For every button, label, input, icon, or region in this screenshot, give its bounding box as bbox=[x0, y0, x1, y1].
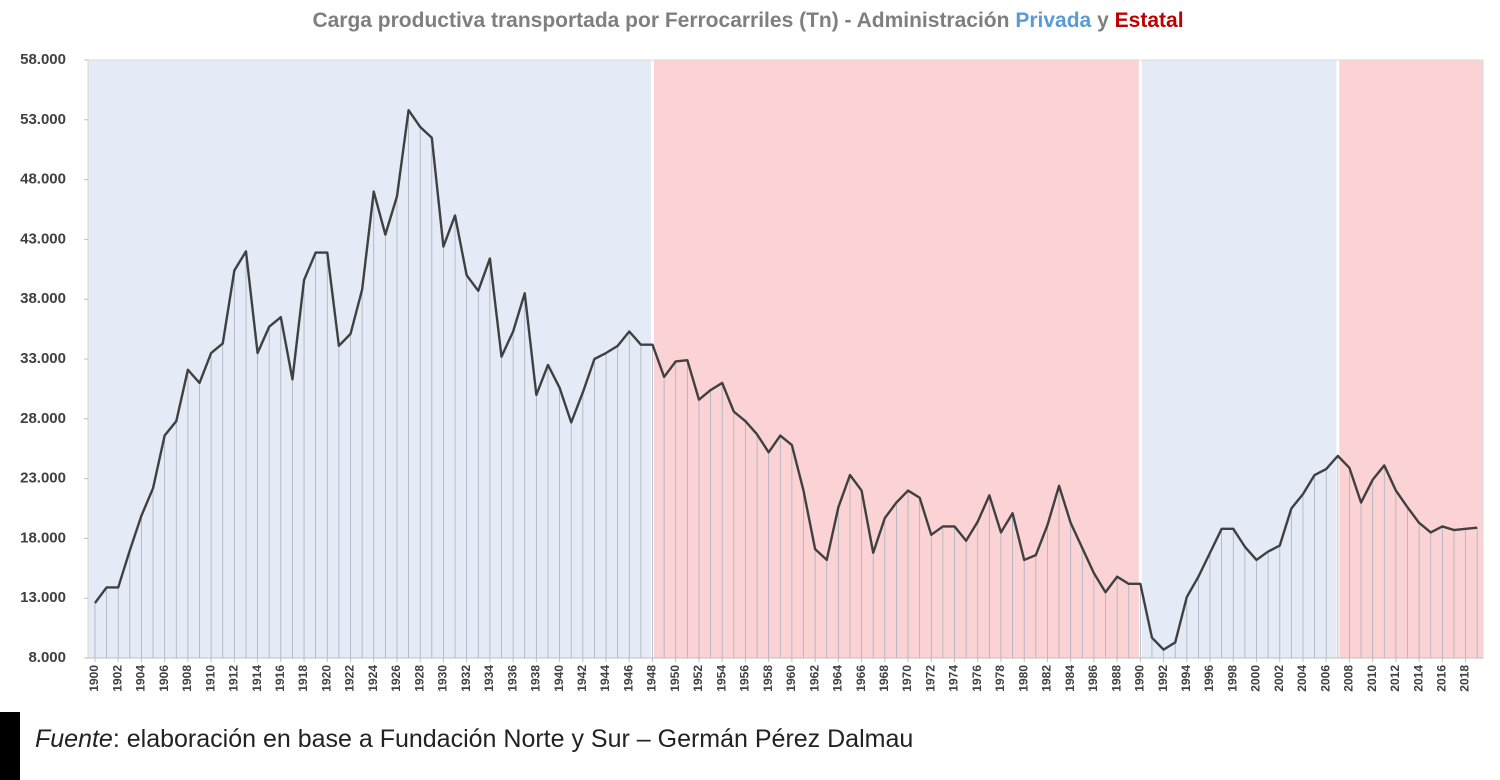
region bbox=[88, 60, 653, 658]
x-tick-label: 1902 bbox=[110, 665, 124, 692]
x-tick-label: 1964 bbox=[831, 665, 845, 692]
x-tick-label: 2010 bbox=[1365, 665, 1379, 692]
x-tick-label: 1996 bbox=[1202, 665, 1216, 692]
x-tick-label: 1948 bbox=[645, 665, 659, 692]
x-tick-label: 1916 bbox=[273, 665, 287, 692]
x-tick-label: 1950 bbox=[668, 665, 682, 692]
x-tick-label: 1930 bbox=[436, 665, 450, 692]
x-tick-label: 1968 bbox=[877, 665, 891, 692]
x-tick-label: 1988 bbox=[1109, 665, 1123, 692]
x-tick-label: 1914 bbox=[250, 665, 264, 692]
x-tick-label: 1904 bbox=[134, 665, 148, 692]
x-tick-label: 1900 bbox=[87, 665, 101, 692]
x-tick-label: 1982 bbox=[1040, 665, 1054, 692]
x-tick-label: 1940 bbox=[552, 665, 566, 692]
x-tick-label: 1936 bbox=[505, 665, 519, 692]
title-part: Carga productiva transportada por Ferroc… bbox=[312, 9, 1009, 32]
x-tick-label: 1918 bbox=[296, 665, 310, 692]
x-tick-label: 1910 bbox=[203, 665, 217, 692]
x-tick-label: 1958 bbox=[761, 665, 775, 692]
x-tick-label: 2006 bbox=[1318, 665, 1332, 692]
x-tick-label: 1920 bbox=[319, 665, 333, 692]
title-part: Privada bbox=[1015, 9, 1091, 32]
x-tick-label: 1952 bbox=[691, 665, 705, 692]
y-tick-label: 13.000 bbox=[20, 589, 66, 606]
x-tick-label: 1912 bbox=[227, 665, 241, 692]
y-tick-label: 38.000 bbox=[20, 290, 66, 307]
x-tick-label: 2000 bbox=[1249, 665, 1263, 692]
x-tick-label: 1922 bbox=[343, 665, 357, 692]
x-tick-label: 1928 bbox=[412, 665, 426, 692]
x-tick-label: 2016 bbox=[1435, 665, 1449, 692]
x-tick-label: 1986 bbox=[1086, 665, 1100, 692]
x-tick-label: 1962 bbox=[807, 665, 821, 692]
x-tick-label: 1972 bbox=[923, 665, 937, 692]
title-part: Estatal bbox=[1115, 9, 1184, 32]
x-tick-label: 1946 bbox=[621, 665, 635, 692]
y-tick-label: 23.000 bbox=[20, 470, 66, 487]
x-tick-label: 1994 bbox=[1179, 665, 1193, 692]
source-label: Fuente bbox=[35, 725, 113, 753]
y-tick-label: 33.000 bbox=[20, 350, 66, 367]
x-tick-label: 1944 bbox=[598, 665, 612, 692]
x-tick-label: 1908 bbox=[180, 665, 194, 692]
x-tick-label: 2012 bbox=[1388, 665, 1402, 692]
x-tick-label: 1906 bbox=[157, 665, 171, 692]
x-tick-label: 1956 bbox=[738, 665, 752, 692]
x-tick-label: 1938 bbox=[529, 665, 543, 692]
y-tick-label: 18.000 bbox=[20, 529, 66, 546]
x-tick-label: 1998 bbox=[1225, 665, 1239, 692]
x-tick-label: 1970 bbox=[900, 665, 914, 692]
source-bar bbox=[0, 712, 20, 780]
source: Fuente: elaboración en base a Fundación … bbox=[35, 725, 913, 753]
x-tick-label: 1960 bbox=[784, 665, 798, 692]
x-tick-label: 2014 bbox=[1411, 665, 1425, 692]
y-tick-label: 58.000 bbox=[20, 51, 66, 68]
y-tick-label: 43.000 bbox=[20, 230, 66, 247]
x-tick-label: 2004 bbox=[1295, 665, 1309, 692]
x-tick-label: 1942 bbox=[575, 665, 589, 692]
x-tick-label: 1934 bbox=[482, 665, 496, 692]
region bbox=[1140, 60, 1338, 658]
y-tick-label: 48.000 bbox=[20, 171, 66, 188]
x-tick-label: 2018 bbox=[1458, 665, 1472, 692]
x-tick-label: 1978 bbox=[993, 665, 1007, 692]
x-tick-label: 1926 bbox=[389, 665, 403, 692]
x-tick-label: 1976 bbox=[970, 665, 984, 692]
chart-title: Carga productiva transportada por Ferroc… bbox=[312, 9, 1183, 32]
x-tick-label: 1980 bbox=[1016, 665, 1030, 692]
x-tick-label: 1932 bbox=[459, 665, 473, 692]
y-tick-label: 8.000 bbox=[28, 649, 66, 666]
x-tick-label: 1966 bbox=[854, 665, 868, 692]
x-tick-label: 1992 bbox=[1156, 665, 1170, 692]
x-tick-label: 2008 bbox=[1342, 665, 1356, 692]
x-tick-label: 1924 bbox=[366, 665, 380, 692]
source-text: : elaboración en base a Fundación Norte … bbox=[113, 725, 913, 753]
y-tick-label: 53.000 bbox=[20, 111, 66, 128]
y-tick-label: 28.000 bbox=[20, 410, 66, 427]
region bbox=[1337, 60, 1483, 658]
x-tick-label: 1984 bbox=[1063, 665, 1077, 692]
data-line bbox=[94, 109, 1478, 651]
x-tick-label: 1974 bbox=[947, 665, 961, 692]
x-tick-label: 2002 bbox=[1272, 665, 1286, 692]
title-part: y bbox=[1097, 9, 1109, 32]
x-tick-label: 1990 bbox=[1133, 665, 1147, 692]
x-tick-label: 1954 bbox=[714, 665, 728, 692]
